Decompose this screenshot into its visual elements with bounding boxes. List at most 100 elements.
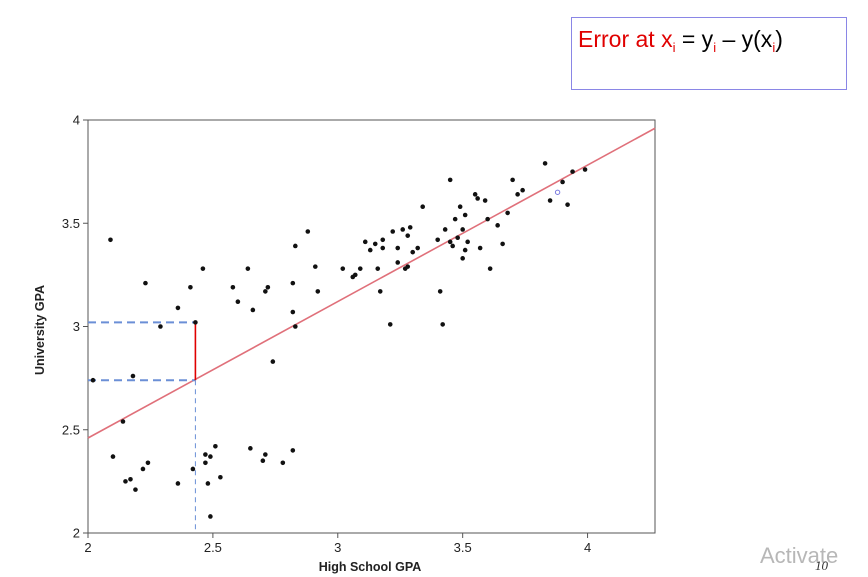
- data-point: [193, 320, 198, 325]
- data-point: [420, 204, 426, 210]
- data-point: [547, 198, 553, 203]
- data-point: [140, 466, 146, 472]
- data-point: [582, 167, 588, 172]
- data-point: [270, 359, 276, 364]
- data-point: [400, 227, 406, 232]
- error-formula-sub-i-3: i: [772, 40, 776, 55]
- data-point: [175, 481, 181, 486]
- data-point: [315, 289, 321, 294]
- data-point: [293, 243, 298, 249]
- data-point: [145, 460, 151, 466]
- x-tick-label: 4: [584, 540, 591, 555]
- data-point: [130, 373, 136, 379]
- data-point: [340, 266, 346, 271]
- y-axis-label: University GPA: [33, 285, 47, 375]
- data-point: [405, 233, 411, 238]
- data-point: [248, 446, 253, 451]
- data-point: [450, 243, 455, 249]
- data-point: [435, 237, 440, 243]
- data-point: [560, 179, 565, 185]
- data-point: [465, 239, 470, 245]
- data-point: [175, 305, 181, 311]
- data-point: [352, 272, 358, 278]
- error-formula-equals: = y: [675, 26, 714, 52]
- data-points: [90, 161, 588, 519]
- data-point: [495, 223, 500, 228]
- data-point: [263, 452, 268, 457]
- error-formula-minus: – y(x: [716, 26, 773, 52]
- axis-ticks: 2 2.5 3 3.5 4 2 2.5 3 3.5 4: [62, 113, 591, 556]
- data-point: [515, 192, 520, 197]
- data-point: [110, 454, 116, 459]
- data-point: [395, 260, 401, 265]
- data-point: [542, 161, 548, 166]
- data-point: [203, 460, 208, 466]
- data-point: [372, 241, 378, 247]
- data-point: [200, 266, 206, 271]
- data-point: [90, 377, 96, 383]
- data-point: [395, 245, 401, 251]
- data-point: [570, 169, 575, 174]
- data-point: [500, 241, 505, 247]
- data-point: [447, 177, 453, 183]
- data-point: [477, 245, 483, 251]
- data-point: [440, 322, 445, 327]
- data-point: [208, 454, 213, 459]
- data-point: [143, 280, 148, 286]
- x-tick-label: 2.5: [204, 540, 222, 555]
- data-point: [375, 266, 381, 271]
- y-tick-label: 2.5: [62, 422, 80, 437]
- error-formula-sub-i-2: i: [713, 40, 717, 55]
- error-formula-sub-i: i: [672, 40, 676, 55]
- data-point: [205, 481, 211, 486]
- error-formula-text: Error at xi = yi – y(xi): [578, 26, 783, 55]
- data-point: [280, 460, 286, 466]
- y-tick-label: 2: [73, 526, 80, 541]
- data-point: [460, 227, 465, 232]
- data-point: [407, 225, 413, 230]
- x-tick-label: 3.5: [454, 540, 472, 555]
- data-point: [390, 229, 396, 234]
- data-point: [462, 212, 468, 218]
- data-point: [505, 210, 510, 216]
- y-tick-label: 3: [73, 319, 80, 334]
- x-axis-label: High School GPA: [319, 560, 422, 574]
- data-point: [377, 289, 383, 294]
- y-tick-label: 4: [73, 113, 80, 128]
- error-formula-close: ): [775, 26, 783, 52]
- data-point: [387, 322, 393, 327]
- data-point: [293, 324, 298, 329]
- data-point: [190, 466, 196, 472]
- data-point: [472, 192, 478, 197]
- data-point: [305, 229, 311, 234]
- data-point: [230, 284, 236, 290]
- data-point: [290, 448, 296, 453]
- data-point: [510, 177, 515, 183]
- data-point: [380, 245, 386, 251]
- data-point: [290, 309, 296, 315]
- data-point: [362, 239, 368, 245]
- data-point: [188, 284, 193, 290]
- activate-watermark: Activate: [760, 543, 839, 568]
- data-point: [455, 235, 460, 241]
- regression-line: [87, 127, 656, 439]
- data-point: [218, 474, 223, 480]
- data-point: [487, 266, 493, 271]
- error-formula-prefix: Error at x: [578, 26, 673, 52]
- plot-frame: [87, 119, 656, 534]
- data-point: [482, 198, 488, 203]
- x-tick-label: 3: [334, 540, 341, 555]
- data-point: [565, 202, 570, 207]
- data-point: [447, 239, 453, 245]
- data-point: [290, 280, 296, 286]
- data-point: [452, 216, 458, 222]
- data-point: [260, 458, 266, 464]
- data-point: [457, 204, 463, 210]
- data-point: [250, 307, 256, 313]
- x-tick-label: 2: [84, 540, 91, 555]
- plot-area: [87, 119, 656, 534]
- data-point: [462, 247, 468, 253]
- data-point: [203, 452, 208, 457]
- data-point: [357, 266, 363, 271]
